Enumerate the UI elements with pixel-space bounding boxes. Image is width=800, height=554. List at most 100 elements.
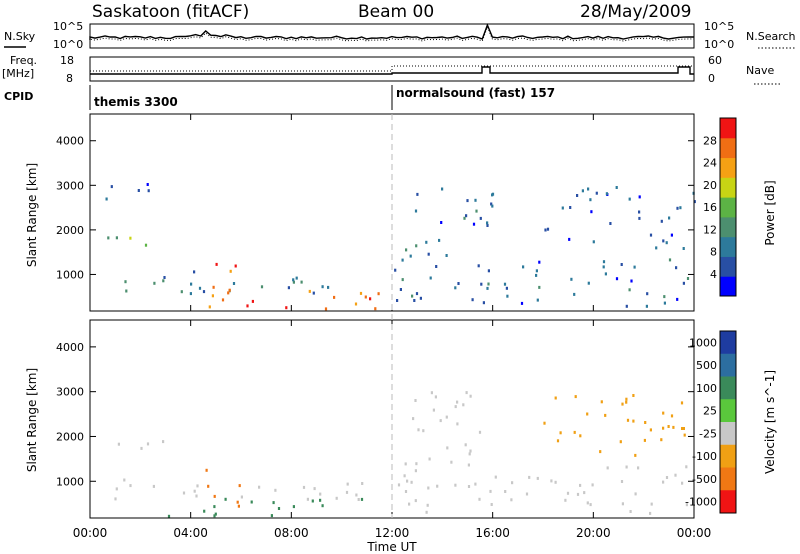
scatter-cell bbox=[589, 503, 592, 507]
scatter-cell bbox=[472, 222, 476, 226]
scatter-cell bbox=[629, 510, 632, 513]
scatter-cell bbox=[411, 294, 414, 298]
scatter-cell bbox=[399, 288, 402, 291]
scatter-cell bbox=[490, 202, 493, 206]
noise-right-label: N.Search bbox=[746, 30, 796, 43]
scatter-cell bbox=[429, 276, 432, 280]
scatter-cell bbox=[637, 466, 640, 470]
scatter-cell bbox=[213, 505, 216, 509]
scatter-cell bbox=[543, 421, 546, 425]
scatter-cell bbox=[412, 417, 415, 421]
x-tick-label: 08:00 bbox=[274, 526, 309, 540]
scatter-cell bbox=[494, 475, 497, 479]
scatter-cell bbox=[522, 265, 525, 269]
scatter-cell bbox=[674, 473, 677, 477]
y-tick-label: 2000 bbox=[56, 430, 84, 443]
scatter-cell bbox=[193, 489, 196, 493]
scatter-cell bbox=[258, 485, 261, 489]
nave-label: Nave bbox=[746, 64, 774, 77]
scatter-cell bbox=[625, 304, 628, 308]
scatter-cell bbox=[626, 418, 630, 422]
scatter-cell bbox=[292, 505, 295, 509]
freq-tick-bottom: 8 bbox=[66, 72, 73, 85]
scatter-cell bbox=[189, 292, 192, 296]
scatter-cell bbox=[620, 480, 624, 483]
freq-line bbox=[90, 66, 694, 75]
scatter-cell bbox=[605, 192, 608, 196]
noise-search-line bbox=[89, 25, 694, 42]
scatter-cell bbox=[409, 254, 412, 258]
velocity-axes: 1000 2000 3000 4000 bbox=[56, 320, 695, 518]
scatter-cell bbox=[446, 446, 449, 450]
scatter-cell bbox=[312, 291, 315, 295]
scatter-cell bbox=[620, 263, 623, 266]
scatter-cell bbox=[474, 482, 477, 486]
colorbar-tick-label: -1000 bbox=[685, 496, 717, 509]
scatter-cell bbox=[425, 510, 428, 514]
scatter-cell bbox=[638, 195, 641, 199]
scatter-cell bbox=[180, 290, 183, 294]
scatter-cell bbox=[625, 397, 628, 401]
scatter-cell bbox=[676, 206, 679, 210]
scatter-cell bbox=[682, 281, 685, 285]
scatter-cell bbox=[357, 498, 360, 501]
colorbar-swatch bbox=[720, 276, 736, 297]
scatter-cell bbox=[587, 187, 590, 191]
power-scatter bbox=[105, 183, 696, 311]
scatter-cell bbox=[237, 504, 240, 508]
scatter-cell bbox=[679, 206, 682, 210]
scatter-cell bbox=[676, 297, 679, 301]
scatter-cell bbox=[445, 254, 448, 257]
scatter-cell bbox=[649, 428, 652, 432]
colorbar-swatch bbox=[720, 490, 736, 514]
scatter-cell bbox=[469, 394, 472, 398]
scatter-cell bbox=[335, 496, 338, 500]
colorbar-swatch bbox=[720, 197, 736, 218]
scatter-cell bbox=[313, 487, 316, 491]
scatter-cell bbox=[615, 277, 619, 281]
power-colorbar: 4 8 12 16 20 24 28 bbox=[703, 117, 737, 297]
scatter-cell bbox=[246, 304, 249, 308]
scatter-cell bbox=[324, 307, 328, 311]
scatter-cell bbox=[427, 486, 430, 490]
scatter-cell bbox=[662, 426, 665, 430]
scatter-cell bbox=[573, 292, 576, 296]
scatter-cell bbox=[374, 307, 377, 311]
scatter-cell bbox=[436, 484, 439, 488]
power-axes: 1000 2000 3000 4000 bbox=[56, 114, 695, 311]
scatter-cell bbox=[364, 295, 367, 299]
scatter-cell bbox=[672, 425, 675, 429]
scatter-cell bbox=[306, 497, 309, 501]
scatter-cell bbox=[487, 269, 490, 273]
scatter-cell bbox=[645, 304, 648, 308]
scatter-cell bbox=[643, 438, 646, 442]
scatter-cell bbox=[140, 446, 143, 450]
scatter-cell bbox=[163, 276, 166, 279]
scatter-cell bbox=[535, 269, 538, 273]
scatter-cell bbox=[406, 479, 409, 483]
scatter-cell bbox=[198, 286, 202, 290]
y-tick-label: 4000 bbox=[56, 341, 84, 354]
scatter-cell bbox=[203, 509, 206, 513]
scatter-cell bbox=[576, 194, 579, 197]
scatter-cell bbox=[321, 285, 324, 289]
scatter-cell bbox=[469, 449, 472, 453]
scatter-cell bbox=[359, 291, 363, 295]
scatter-cell bbox=[538, 285, 541, 289]
scatter-cell bbox=[415, 292, 419, 296]
scatter-cell bbox=[487, 282, 490, 286]
scatter-cell bbox=[414, 399, 417, 402]
colorbar-tick-label: 28 bbox=[703, 134, 717, 147]
scatter-cell bbox=[604, 413, 607, 417]
scatter-cell bbox=[229, 269, 232, 273]
scatter-cell bbox=[564, 498, 567, 502]
freq-label: Freq. bbox=[10, 54, 37, 67]
scatter-cell bbox=[147, 189, 150, 193]
scatter-cell bbox=[581, 189, 584, 193]
scatter-cell bbox=[416, 192, 419, 196]
colorbar-swatch bbox=[720, 376, 736, 400]
scatter-cell bbox=[638, 216, 641, 220]
cpid-panel: CPID themis 3300 normalsound (fast) 157 bbox=[4, 85, 555, 110]
scatter-cell bbox=[401, 278, 404, 282]
scatter-cell bbox=[604, 272, 607, 276]
